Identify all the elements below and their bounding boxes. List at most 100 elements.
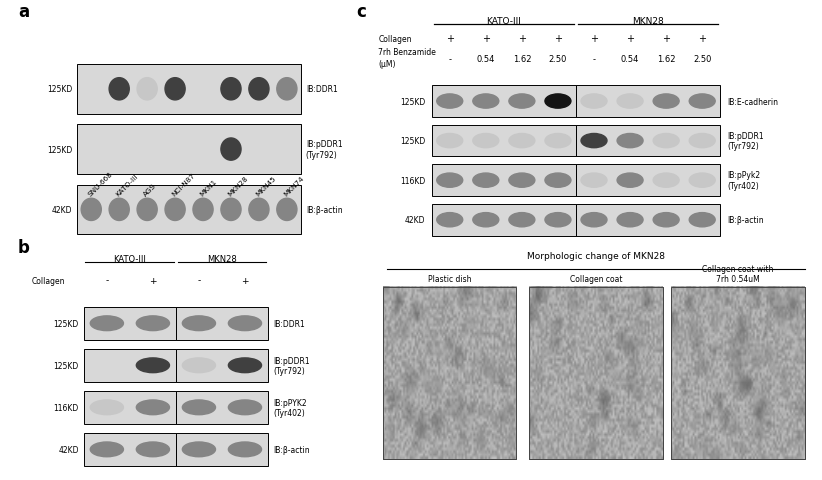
Ellipse shape	[109, 199, 129, 221]
Ellipse shape	[545, 134, 571, 148]
FancyBboxPatch shape	[432, 165, 576, 197]
Ellipse shape	[249, 199, 269, 221]
Text: KATO-III: KATO-III	[115, 173, 139, 197]
Text: NCI-N87: NCI-N87	[171, 172, 196, 197]
Ellipse shape	[277, 79, 297, 101]
FancyBboxPatch shape	[383, 287, 516, 459]
Text: 125KD: 125KD	[399, 137, 425, 146]
FancyBboxPatch shape	[672, 287, 805, 459]
Ellipse shape	[653, 213, 679, 228]
Text: c: c	[356, 3, 366, 21]
Text: IB:pDDR1
(Tyr792): IB:pDDR1 (Tyr792)	[273, 356, 310, 375]
Ellipse shape	[509, 174, 535, 188]
Text: Collagen coat with
7rh 0.54uM: Collagen coat with 7rh 0.54uM	[702, 264, 774, 284]
Ellipse shape	[689, 134, 715, 148]
Text: 116KD: 116KD	[399, 176, 425, 185]
Ellipse shape	[277, 199, 297, 221]
Ellipse shape	[90, 316, 123, 331]
Ellipse shape	[509, 95, 535, 109]
Ellipse shape	[436, 174, 463, 188]
Ellipse shape	[473, 95, 499, 109]
Text: MKN1: MKN1	[199, 178, 218, 197]
Ellipse shape	[229, 442, 261, 457]
Text: IB:pPyk2
(Tyr402): IB:pPyk2 (Tyr402)	[727, 171, 760, 191]
Ellipse shape	[229, 400, 261, 415]
Ellipse shape	[182, 316, 215, 331]
Text: Morphologic change of MKN28: Morphologic change of MKN28	[527, 252, 665, 261]
Text: IB:pPYK2
(Tyr402): IB:pPYK2 (Tyr402)	[273, 398, 307, 417]
Text: IB:E-cadherin: IB:E-cadherin	[727, 97, 778, 106]
Text: 125KD: 125KD	[53, 361, 79, 370]
Ellipse shape	[90, 400, 123, 415]
Text: KATO-III: KATO-III	[113, 254, 146, 263]
Text: 125KD: 125KD	[399, 97, 425, 106]
FancyBboxPatch shape	[84, 433, 176, 466]
Ellipse shape	[473, 213, 499, 228]
Ellipse shape	[165, 199, 185, 221]
Ellipse shape	[581, 213, 607, 228]
FancyBboxPatch shape	[84, 349, 176, 382]
Text: +: +	[626, 34, 634, 44]
Ellipse shape	[136, 400, 169, 415]
Text: -: -	[105, 276, 109, 285]
Text: 42KD: 42KD	[58, 445, 79, 454]
Ellipse shape	[473, 174, 499, 188]
Text: 125KD: 125KD	[47, 145, 72, 154]
Ellipse shape	[229, 316, 261, 331]
Text: +: +	[590, 34, 598, 44]
Ellipse shape	[81, 199, 101, 221]
Text: +: +	[149, 276, 157, 285]
Ellipse shape	[617, 213, 643, 228]
FancyBboxPatch shape	[432, 86, 576, 118]
Text: IB:β-actin: IB:β-actin	[273, 445, 310, 454]
Ellipse shape	[136, 442, 169, 457]
Ellipse shape	[182, 442, 215, 457]
Ellipse shape	[509, 134, 535, 148]
Text: IB:β-actin: IB:β-actin	[727, 216, 764, 225]
Ellipse shape	[165, 79, 185, 101]
Ellipse shape	[617, 134, 643, 148]
Ellipse shape	[545, 174, 571, 188]
Text: MKN28: MKN28	[207, 254, 237, 263]
Ellipse shape	[136, 316, 169, 331]
Ellipse shape	[581, 174, 607, 188]
Ellipse shape	[545, 95, 571, 109]
Text: IB:pDDR1
(Tyr792): IB:pDDR1 (Tyr792)	[306, 140, 343, 159]
Text: (μM): (μM)	[378, 60, 396, 69]
Ellipse shape	[136, 358, 169, 373]
Ellipse shape	[137, 199, 157, 221]
FancyBboxPatch shape	[432, 204, 576, 236]
Text: AGS: AGS	[143, 182, 158, 197]
Text: MKN28: MKN28	[227, 175, 249, 197]
Text: -: -	[197, 276, 201, 285]
Text: 1.62: 1.62	[513, 55, 531, 64]
Ellipse shape	[617, 174, 643, 188]
Text: a: a	[18, 3, 30, 21]
Text: IB:DDR1: IB:DDR1	[306, 85, 338, 94]
FancyBboxPatch shape	[576, 204, 720, 236]
Ellipse shape	[545, 213, 571, 228]
FancyBboxPatch shape	[77, 65, 301, 114]
Ellipse shape	[689, 213, 715, 228]
FancyBboxPatch shape	[576, 86, 720, 118]
Text: Collagen coat: Collagen coat	[570, 275, 622, 284]
Ellipse shape	[689, 95, 715, 109]
Text: 0.54: 0.54	[621, 55, 640, 64]
Text: +: +	[482, 34, 490, 44]
Ellipse shape	[617, 95, 643, 109]
Ellipse shape	[509, 213, 535, 228]
Ellipse shape	[473, 134, 499, 148]
Text: 2.50: 2.50	[549, 55, 567, 64]
Text: SNU-668: SNU-668	[87, 170, 113, 197]
Text: +: +	[446, 34, 454, 44]
FancyBboxPatch shape	[576, 165, 720, 197]
Ellipse shape	[436, 134, 463, 148]
Text: -: -	[448, 55, 451, 64]
FancyBboxPatch shape	[176, 307, 268, 340]
FancyBboxPatch shape	[84, 307, 176, 340]
Text: 0.54: 0.54	[477, 55, 495, 64]
FancyBboxPatch shape	[77, 185, 301, 235]
FancyBboxPatch shape	[77, 125, 301, 174]
FancyBboxPatch shape	[176, 433, 268, 466]
Text: 125KD: 125KD	[53, 319, 79, 328]
